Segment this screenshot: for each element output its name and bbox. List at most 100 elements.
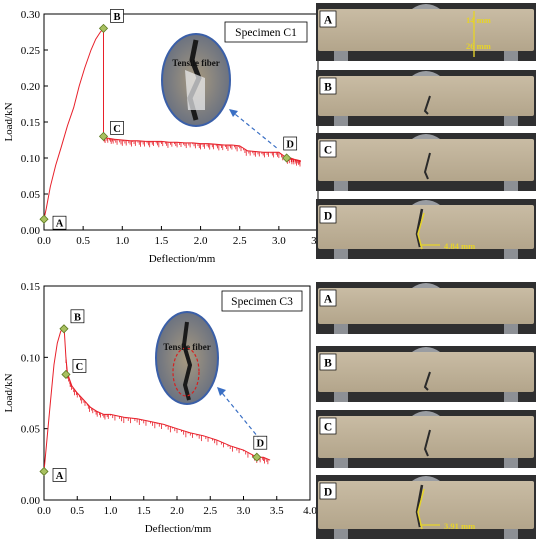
key-point-marker xyxy=(98,131,109,141)
key-point-box xyxy=(70,309,85,324)
photo-label: B xyxy=(324,358,332,370)
c3-x-axis-label: Deflection/mm xyxy=(145,523,212,535)
x-tick-label: 1.0 xyxy=(104,505,118,517)
key-point-marker xyxy=(39,214,49,224)
c3-specimen-label-box xyxy=(221,290,303,312)
photo-label-box xyxy=(319,417,337,435)
c1-key-points: A B C D xyxy=(39,9,298,230)
key-point-marker xyxy=(282,153,292,163)
photo-label-box xyxy=(319,353,337,371)
x-tick-label: 3.0 xyxy=(237,505,251,517)
c3-inset-label: Tensile fiber xyxy=(163,342,210,352)
x-tick-label: 0.5 xyxy=(70,505,84,517)
y-tick-label: 0.10 xyxy=(21,352,41,364)
c3-y-axis: 0.00 0.05 0.10 0.15 xyxy=(21,281,48,507)
x-tick-label: 1.5 xyxy=(155,235,169,247)
y-tick-label: 0.05 xyxy=(21,424,41,436)
specimen-photo: A 14 mm 26 mm xyxy=(316,3,536,61)
c1-x-axis: 0.00.51.01.52.02.53.03.5 xyxy=(37,226,325,247)
specimen-photo: B xyxy=(316,70,536,126)
specimen-photo: B xyxy=(316,346,536,402)
photo-label: D xyxy=(324,211,332,223)
key-point-marker xyxy=(98,23,109,33)
photo-annotation: 26 mm xyxy=(466,41,491,51)
c1-inset-label: Tensile fiber xyxy=(172,58,219,68)
key-point-label: A xyxy=(56,471,64,482)
photo-label-box xyxy=(319,289,337,307)
c1-arrow-head xyxy=(229,109,238,117)
c3-inset-photo: Tensile fiber xyxy=(155,311,219,405)
c1-callout-arrow xyxy=(229,109,279,150)
key-point-label: A xyxy=(56,219,64,230)
key-point-box xyxy=(52,468,67,482)
x-tick-label: 4.0 xyxy=(303,505,317,517)
y-tick-label: 0.30 xyxy=(21,9,41,21)
x-tick-label: 0.5 xyxy=(76,235,90,247)
photo-annotation: 3.91 mm xyxy=(444,521,475,531)
photo-label-box xyxy=(319,206,337,224)
c1-inset-photo: Tensile fiber xyxy=(161,33,231,127)
y-tick-label: 0.00 xyxy=(21,225,41,237)
key-point-label: C xyxy=(76,362,84,373)
photo-label: C xyxy=(324,145,332,157)
photo-label-box xyxy=(319,77,337,95)
key-point-label: C xyxy=(113,124,121,135)
c3-y-axis-label: Load/kN xyxy=(3,373,15,412)
x-tick-label: 0.0 xyxy=(37,235,51,247)
c3-series xyxy=(43,324,271,472)
key-point-box xyxy=(110,9,124,23)
c1-specimen-label-box xyxy=(224,21,308,43)
key-point-marker xyxy=(39,466,49,477)
key-point-label: B xyxy=(74,312,81,323)
x-tick-label: 2.0 xyxy=(170,505,184,517)
c1-specimen-label: Specimen C1 xyxy=(235,27,297,39)
x-tick-label: 2.5 xyxy=(233,235,247,247)
key-point-label: D xyxy=(286,140,294,151)
key-point-marker xyxy=(252,452,262,462)
photo-label: D xyxy=(324,487,332,499)
c1-series xyxy=(43,27,301,220)
x-tick-label: 2.0 xyxy=(194,235,208,247)
y-tick-label: 0.10 xyxy=(21,153,41,165)
c3-callout-arrow xyxy=(217,387,259,438)
key-point-box xyxy=(253,435,268,450)
x-tick-label: 1.0 xyxy=(115,235,129,247)
c1-y-axis-label: Load/kN xyxy=(3,102,15,141)
c3-arrow-head xyxy=(217,387,226,396)
photo-label: C xyxy=(324,422,332,434)
c3-specimen-label: Specimen C3 xyxy=(231,296,293,308)
x-tick-label: 3.0 xyxy=(272,235,286,247)
c3-x-axis: 0.0 0.5 1.0 1.5 2.0 2.5 3.0 3.5 4.0 xyxy=(37,496,317,517)
x-tick-label: 3.5 xyxy=(270,505,284,517)
key-point-box xyxy=(72,359,87,373)
photo-label-box xyxy=(319,482,337,500)
y-tick-label: 0.15 xyxy=(21,117,41,129)
photo-annotation: 14 mm xyxy=(466,15,491,25)
y-tick-label: 0.15 xyxy=(21,281,41,293)
key-point-box xyxy=(110,121,124,135)
photo-label-box xyxy=(319,10,337,28)
chart-c1: 0.00 0.05 0.10 0.15 0.20 0.25 0.30 0.0 0.5 1.0 1.… xyxy=(3,9,325,265)
c1-x-axis-label: Deflection/mm xyxy=(149,253,216,265)
chart-c3: 0.00 0.05 0.10 0.15 0.0 0.5 1.0 1.5 2.0 2.5 3.0 3.… xyxy=(3,281,317,535)
key-point-box xyxy=(283,136,298,151)
specimen-photo: D 4.84 mm xyxy=(316,199,536,259)
key-point-label: D xyxy=(257,439,265,450)
x-tick-label: 1.5 xyxy=(137,505,151,517)
key-point-marker xyxy=(59,324,69,334)
photo-label: B xyxy=(324,82,332,94)
c1-y-axis: 0.00 0.05 0.10 0.15 0.20 0.25 0.30 xyxy=(21,9,48,237)
series-line xyxy=(43,27,301,220)
x-tick-label: 0.0 xyxy=(37,505,51,517)
photo-annotation: 4.84 mm xyxy=(444,241,475,251)
key-point-label: B xyxy=(113,12,120,23)
specimen-photos: A 14 mm 26 mm B C D 4.84 mm A B C D 3.91 mm xyxy=(316,3,536,539)
y-tick-label: 0.00 xyxy=(21,495,41,507)
specimen-photo: A xyxy=(316,282,536,334)
photo-label: A xyxy=(324,294,333,306)
x-tick-label: 2.5 xyxy=(203,505,217,517)
specimen-photo: C xyxy=(316,410,536,468)
photo-label-box xyxy=(319,140,337,158)
specimen-photo: D 3.91 mm xyxy=(316,475,536,539)
